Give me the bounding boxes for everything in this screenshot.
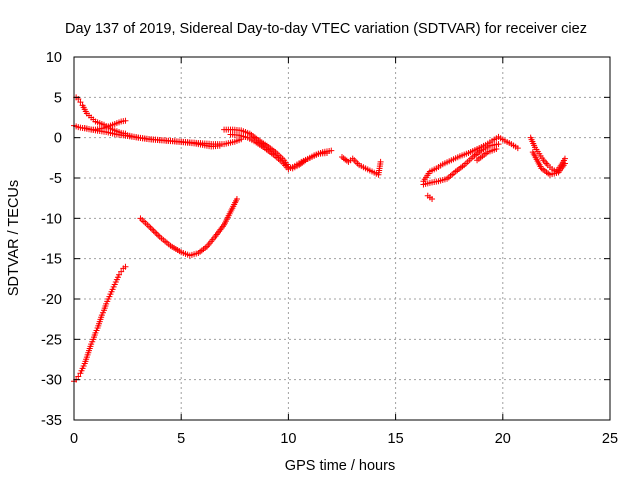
series-arc-11	[420, 141, 502, 188]
series-arc-6	[137, 195, 240, 259]
data-point	[323, 149, 330, 156]
data-point	[155, 232, 162, 239]
data-point	[116, 271, 123, 278]
data-point	[147, 224, 154, 231]
data-point	[153, 230, 160, 237]
x-tick-label: 10	[280, 431, 296, 447]
series-arc-12	[424, 145, 500, 202]
data-point	[122, 263, 129, 270]
grid	[74, 57, 610, 420]
data-point	[150, 227, 157, 234]
y-tick-label: -25	[41, 332, 62, 348]
y-tick-label: -10	[41, 211, 62, 227]
data-point	[495, 141, 502, 148]
data-point	[561, 160, 568, 167]
data-point	[118, 268, 125, 275]
data-point	[149, 226, 156, 233]
chart-title: Day 137 of 2019, Sidereal Day-to-day VTE…	[65, 21, 587, 37]
y-tick-label: -20	[41, 292, 62, 308]
data-point	[429, 195, 436, 202]
y-tick-label: 5	[54, 90, 62, 106]
data-point	[122, 117, 129, 124]
x-tick-label: 0	[70, 431, 78, 447]
y-tick-label: -5	[49, 171, 62, 187]
data-point	[152, 229, 159, 236]
plot-frame	[73, 56, 611, 421]
y-tick-label: 0	[54, 131, 62, 147]
x-tick-labels: 0 5 10 15 20 25	[70, 431, 618, 447]
series-arc-4	[124, 132, 223, 150]
series-arc-9	[339, 154, 384, 178]
x-tick-label: 15	[388, 431, 404, 447]
x-tick-label: 5	[177, 431, 185, 447]
data-point	[493, 145, 500, 152]
y-tick-label: -15	[41, 252, 62, 268]
data-point	[216, 142, 223, 149]
x-tick-label: 20	[495, 431, 511, 447]
y-tick-label: -30	[41, 373, 62, 389]
data-point	[75, 373, 82, 380]
x-tick-label: 25	[602, 431, 618, 447]
y-axis-label: SDTVAR / TECUs	[6, 180, 22, 296]
y-tick-label: 10	[46, 50, 62, 66]
series-arc-14	[529, 149, 568, 178]
data-point	[377, 158, 384, 165]
series-arc-7	[221, 126, 335, 172]
y-tick-label: -35	[41, 413, 62, 429]
data-point	[233, 195, 240, 202]
series-arc-5	[71, 263, 129, 385]
series-arc-2	[73, 94, 129, 137]
axis-ticks	[73, 56, 611, 421]
data-point	[328, 147, 335, 154]
data-point	[77, 99, 84, 106]
data-point	[514, 145, 521, 152]
y-tick-labels: -35 -30 -25 -20 -15 -10 -5 0 5 10	[41, 50, 62, 429]
x-axis-label: GPS time / hours	[285, 458, 395, 474]
series-arc-8	[227, 131, 330, 173]
data-marks	[71, 94, 568, 385]
